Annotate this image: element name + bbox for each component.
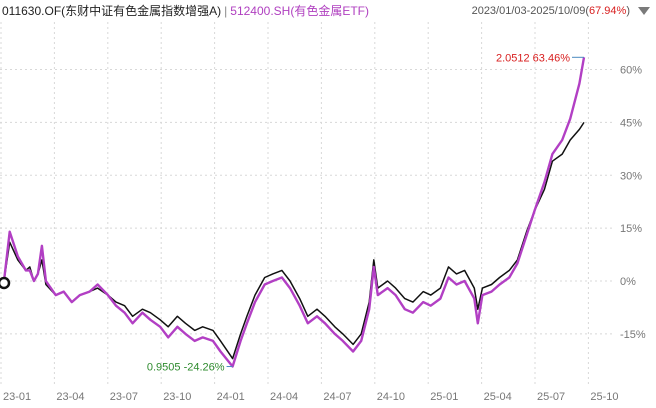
start-marker bbox=[0, 276, 11, 290]
chart-header: 011630.OF(东财中证有色金属指数增强A) | 512400.SH(有色金属E… bbox=[0, 0, 656, 22]
y-tick-label: -15% bbox=[620, 329, 646, 341]
range-return: 67.94% bbox=[589, 5, 627, 17]
y-tick-label: 30% bbox=[620, 170, 642, 182]
y-tick-label: 45% bbox=[620, 117, 642, 129]
low-annotation: 0.9505 -24.26% bbox=[147, 362, 225, 374]
x-tick-label: 24-04 bbox=[270, 391, 298, 403]
x-tick-label: 23-01 bbox=[3, 391, 31, 403]
x-tick-label: 24-10 bbox=[377, 391, 405, 403]
x-tick-label: 25-10 bbox=[590, 391, 618, 403]
legend-separator: | bbox=[224, 4, 228, 18]
high-annotation: 2.0512 63.46% bbox=[496, 52, 570, 64]
x-tick-label: 25-07 bbox=[537, 391, 565, 403]
y-tick-label: 0% bbox=[620, 276, 636, 288]
grid bbox=[0, 22, 612, 385]
x-tick-label: 25-01 bbox=[430, 391, 458, 403]
legend: 011630.OF(东财中证有色金属指数增强A) | 512400.SH(有色金属E… bbox=[2, 0, 369, 22]
y-tick-label: 60% bbox=[620, 65, 642, 77]
x-tick-label: 24-01 bbox=[217, 391, 245, 403]
date-range-text: 2023/01/03-2025/10/09( bbox=[471, 5, 590, 17]
date-range[interactable]: 2023/01/03-2025/10/09(67.94%) bbox=[472, 0, 630, 22]
x-tick-label: 24-07 bbox=[323, 391, 351, 403]
y-tick-label: 15% bbox=[620, 223, 642, 235]
x-tick-label: 23-10 bbox=[163, 391, 191, 403]
legend-series2[interactable]: 512400.SH(有色金属ETF) bbox=[230, 4, 369, 18]
x-tick-label: 23-07 bbox=[110, 391, 138, 403]
series-line-1[interactable] bbox=[3, 121, 585, 360]
triangle-down-icon[interactable] bbox=[638, 7, 650, 15]
annotations: 2.0512 63.46% 0.9505 -24.26% bbox=[147, 52, 584, 374]
series-line-2[interactable] bbox=[2, 57, 586, 368]
x-tick-label: 23-04 bbox=[56, 391, 84, 403]
series-lines bbox=[2, 57, 586, 368]
date-range-close: ) bbox=[626, 5, 630, 17]
legend-series1[interactable]: 011630.OF(东财中证有色金属指数增强A) bbox=[2, 4, 222, 18]
start-marker-ring bbox=[0, 276, 11, 290]
x-axis-labels: 23-01 23-04 23-07 23-10 24-01 24-04 24-07 24-10… bbox=[3, 391, 619, 403]
x-tick-label: 25-04 bbox=[484, 391, 512, 403]
y-axis-labels: 60% 45% 30% 15% 0% -15% bbox=[620, 65, 646, 341]
